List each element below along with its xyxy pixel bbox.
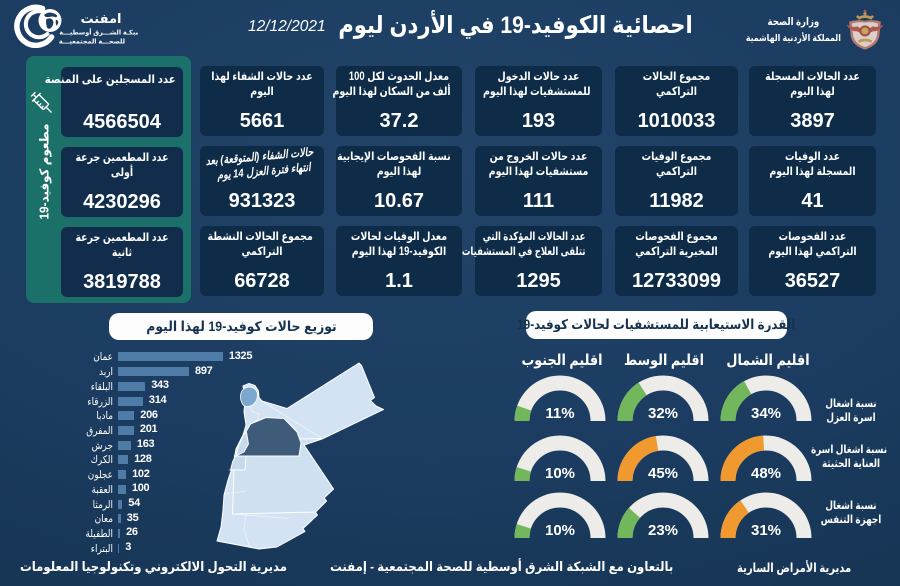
svg-text:11%: 11% bbox=[545, 405, 574, 422]
svg-text:32%: 32% bbox=[648, 405, 678, 422]
svg-text:45%: 45% bbox=[648, 465, 678, 482]
svg-text:امفنت: امفنت bbox=[81, 11, 122, 26]
svg-text:34%: 34% bbox=[751, 405, 781, 422]
svg-text:10%: 10% bbox=[545, 465, 575, 482]
svg-text:10%: 10% bbox=[545, 522, 575, 539]
svg-text:23%: 23% bbox=[648, 522, 678, 539]
svg-text:الشبكـة الشـــرق أوسطيـــة: الشبكـة الشـــرق أوسطيـــة bbox=[59, 28, 138, 37]
svg-text:48%: 48% bbox=[751, 465, 781, 482]
svg-text:للصحـــة المجتمعيـــة: للصحـــة المجتمعيـــة bbox=[59, 39, 125, 46]
svg-text:31%: 31% bbox=[751, 522, 781, 539]
